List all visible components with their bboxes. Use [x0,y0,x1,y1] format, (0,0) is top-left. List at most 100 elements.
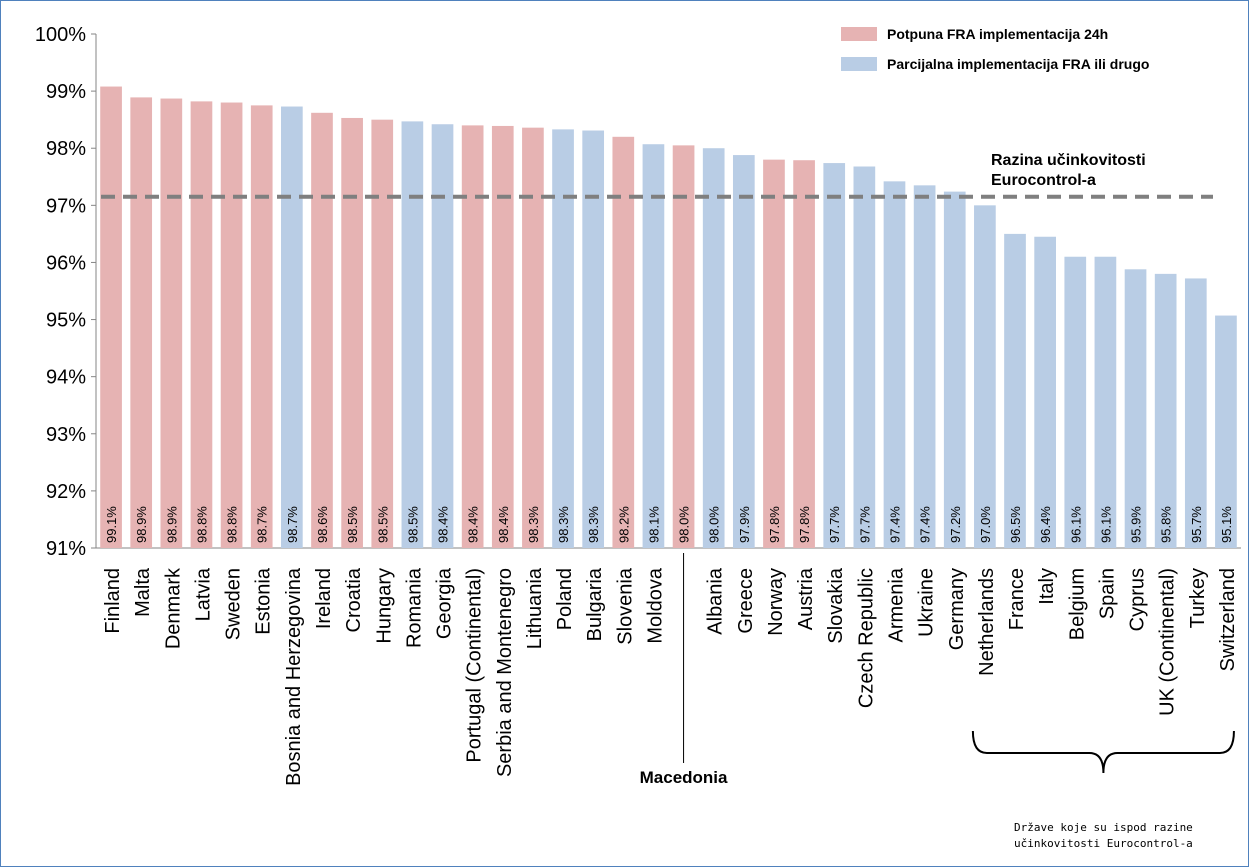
y-tick-label: 100% [35,24,86,46]
y-tick-label: 91% [46,538,86,560]
bar-slovenia [612,136,635,549]
bar-uk-continental [1154,273,1177,548]
bar-cyprus [1124,269,1147,548]
value-label-hungary: 98.5% [375,506,390,543]
category-label-latvia: Latvia [192,567,214,621]
value-label-norway: 97.8% [767,506,782,543]
value-label-armenia: 97.4% [887,506,902,543]
category-label-denmark: Denmark [162,567,184,649]
below-level-brace-label-line: učinkovitosti Eurocontrol-a [1014,837,1193,850]
value-label-spain: 96.1% [1098,506,1113,543]
bar-estonia [250,105,273,548]
value-label-romania: 98.5% [405,506,420,543]
value-label-estonia: 98.7% [255,506,270,543]
value-label-italy: 96.4% [1038,506,1053,543]
bar-slovakia [823,163,846,548]
value-label-georgia: 98.4% [436,506,451,543]
y-tick-label: 92% [46,481,86,503]
category-label-slovenia: Slovenia [614,567,636,645]
legend-swatch-partial [841,57,877,71]
bar-austria [793,160,815,548]
bar-spain [1094,256,1117,548]
bar-sweden [220,102,243,549]
bar-czech-republic [853,166,876,548]
value-label-malta: 98.9% [134,506,149,543]
bar-greece [732,155,755,548]
value-label-serbia-and-montenegro: 98.4% [496,506,511,543]
bar-moldova [642,144,665,549]
category-label-finland: Finland [102,568,124,634]
bar-georgia [431,124,454,548]
category-label-bulgaria: Bulgaria [584,567,606,641]
category-label-switzerland: Switzerland [1217,568,1239,671]
bar-lithuania [522,127,544,548]
bar-serbia-and-montenegro [491,125,514,549]
value-label-croatia: 98.5% [345,506,360,543]
value-label-switzerland: 95.1% [1219,506,1234,543]
category-label-france: France [1006,568,1028,630]
bar-italy [1034,236,1056,548]
category-label-norway: Norway [765,568,787,636]
value-label-france: 96.5% [1008,506,1023,543]
category-label-czech-republic: Czech Republic [855,568,877,708]
y-tick-label: 95% [46,310,86,332]
below-level-brace-label-line: Države koje su ispod razine [1014,821,1193,834]
y-tick-label: 97% [46,195,86,217]
category-label-croatia: Croatia [343,567,365,632]
value-label-slovakia: 97.7% [827,506,842,543]
category-label-hungary: Hungary [373,568,395,644]
legend-label-full: Potpuna FRA implementacija 24h [887,26,1109,42]
y-tick-label: 93% [46,424,86,446]
value-label-bosnia-and-herzegovina: 98.7% [285,506,300,543]
value-label-germany: 97.2% [948,506,963,543]
value-label-cyprus: 95.9% [1129,506,1144,543]
value-label-latvia: 98.8% [194,506,209,543]
reference-line-label-line: Eurocontrol-a [991,172,1096,189]
bar-denmark [160,98,183,548]
category-label-austria: Austria [795,567,817,630]
category-label-slovakia: Slovakia [825,567,847,643]
bar-switzerland [1215,315,1237,548]
bar-belgium [1064,256,1087,548]
bar-hungary [371,119,394,549]
bar-germany [943,191,966,549]
category-label-portugal-continental: Portugal (Continental) [464,568,486,763]
bar-armenia [883,181,906,548]
bar-bulgaria [582,130,605,549]
category-label-greece: Greece [735,568,757,634]
value-label-austria: 97.8% [797,506,812,543]
value-label-slovenia: 98.2% [616,506,631,543]
category-label-bosnia-and-herzegovina: Bosnia and Herzegovina [283,567,305,786]
value-label-albania: 98.0% [707,506,722,543]
category-label-malta: Malta [132,567,154,617]
value-label-lithuania: 98.3% [526,506,541,543]
value-label-uk-continental: 95.8% [1159,506,1174,543]
bar-poland [552,129,574,548]
bar-ukraine [913,185,936,548]
category-label-germany: Germany [946,568,968,650]
value-label-bulgaria: 98.3% [586,506,601,543]
bar-portugal-continental [461,125,484,548]
category-label-poland: Poland [554,568,576,630]
bar-france [1004,233,1026,548]
category-label-armenia: Armenia [885,567,907,642]
bar-romania [401,121,424,548]
y-tick-label: 98% [46,138,86,160]
value-label-portugal-continental: 98.4% [466,506,481,543]
value-label-ireland: 98.6% [315,506,330,543]
category-label-albania: Albania [705,567,727,635]
bar-finland [100,86,122,548]
value-label-greece: 97.9% [737,506,752,543]
value-label-finland: 99.1% [104,506,119,543]
macedonia-callout-label: Macedonia [640,768,728,787]
category-label-uk-continental: UK (Continental) [1157,568,1179,716]
bar-netherlands [974,205,996,549]
category-label-netherlands: Netherlands [976,568,998,676]
category-label-belgium: Belgium [1066,568,1088,640]
bar-croatia [341,117,363,548]
bar-latvia [190,101,213,548]
value-label-moldova: 98.1% [646,506,661,543]
category-label-lithuania: Lithuania [524,567,546,649]
y-tick-label: 99% [46,81,86,103]
